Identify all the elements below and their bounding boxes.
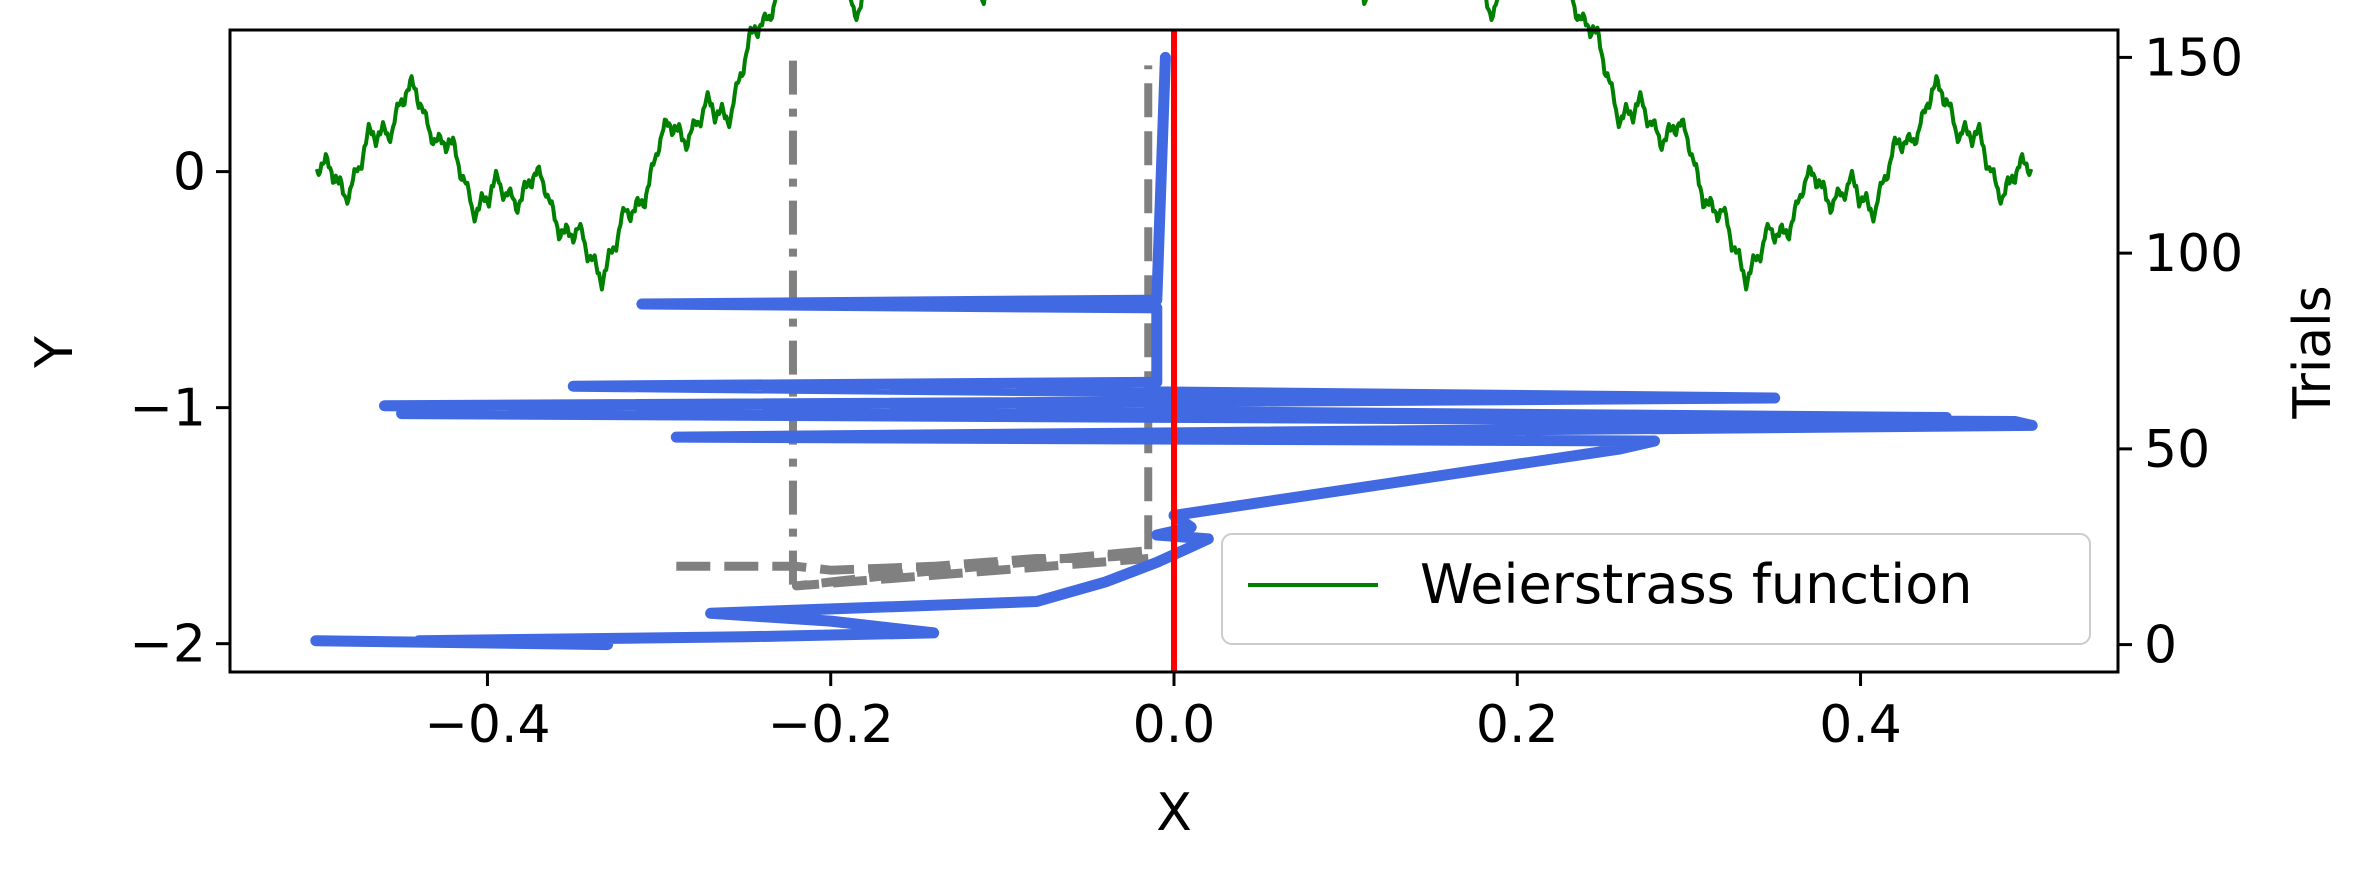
y2-axis-label: Trials <box>2283 285 2343 419</box>
y2-tick-label-2: 100 <box>2144 224 2243 284</box>
y2-axis-ticks: 0 50 100 150 <box>2118 28 2243 676</box>
y-tick-label-1: −1 <box>129 379 206 439</box>
blue-search-trace <box>310 51 2038 651</box>
y2-tick-label-3: 150 <box>2144 28 2243 88</box>
weierstrass-series <box>314 0 2034 292</box>
legend-label-weierstrass: Weierstrass function <box>1420 553 1973 616</box>
x-tick-label-0: −0.4 <box>424 695 550 755</box>
plot-area <box>310 0 2038 672</box>
y-axis-ticks: 0 −1 −2 <box>129 143 230 675</box>
y2-tick-label-0: 0 <box>2144 616 2177 676</box>
x-tick-label-4: 0.4 <box>1819 695 1902 755</box>
x-tick-label-3: 0.2 <box>1476 695 1559 755</box>
y-axis-label: Y <box>25 336 85 369</box>
legend: Weierstrass function <box>1221 533 2091 645</box>
y2-tick-label-1: 50 <box>2144 420 2210 480</box>
y-tick-label-2: −2 <box>129 615 206 675</box>
x-tick-label-2: 0.0 <box>1133 695 1216 755</box>
y-tick-label-0: 0 <box>173 143 206 203</box>
x-axis-ticks: −0.4 −0.2 0.0 0.2 0.4 <box>424 672 1902 755</box>
x-axis-label: X <box>1156 783 1192 843</box>
legend-box <box>1221 533 2091 645</box>
x-tick-label-1: −0.2 <box>768 695 894 755</box>
gray-search-trace <box>676 546 1153 591</box>
